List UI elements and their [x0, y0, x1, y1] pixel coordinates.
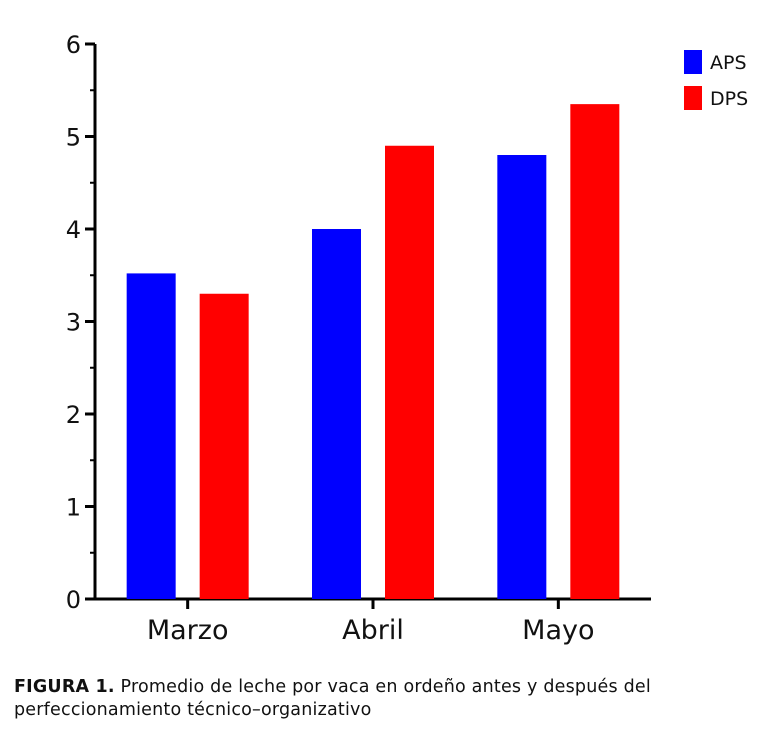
legend-label-dps: DPS — [710, 88, 748, 110]
legend-swatch-aps — [684, 50, 702, 74]
caption-label: FIGURA 1. — [14, 677, 115, 697]
bar-chart: 0 1 2 3 4 5 6 Marzo Abril Mayo APS DPS — [66, 31, 748, 646]
bars — [126, 104, 620, 599]
y-tick-label: 5 — [66, 124, 81, 152]
y-tick-label: 6 — [66, 31, 81, 59]
bar-dps-marzo — [199, 293, 249, 599]
bar-aps-marzo — [126, 273, 176, 599]
legend-swatch-dps — [684, 86, 702, 110]
y-tick-label: 4 — [66, 216, 81, 244]
bar-aps-abril — [312, 229, 361, 599]
legend-label-aps: APS — [710, 52, 747, 74]
figure-caption: FIGURA 1. Promedio de leche por vaca en … — [14, 676, 770, 722]
y-tick-label: 3 — [66, 309, 81, 337]
x-tick-label: Mayo — [522, 615, 594, 646]
y-axis: 0 1 2 3 4 5 6 — [66, 31, 97, 614]
x-axis: Marzo Abril Mayo — [94, 597, 651, 646]
y-tick-label: 0 — [66, 586, 81, 614]
caption-text: Promedio de leche por vaca en ordeño ant… — [14, 677, 651, 720]
y-tick-label: 2 — [66, 401, 81, 429]
bar-dps-abril — [385, 145, 434, 599]
bar-aps-mayo — [497, 155, 547, 599]
y-tick-label: 1 — [66, 494, 81, 522]
x-tick-label: Abril — [342, 615, 404, 646]
bar-dps-mayo — [570, 104, 620, 599]
legend: APS DPS — [684, 50, 748, 110]
x-tick-label: Marzo — [147, 615, 229, 646]
